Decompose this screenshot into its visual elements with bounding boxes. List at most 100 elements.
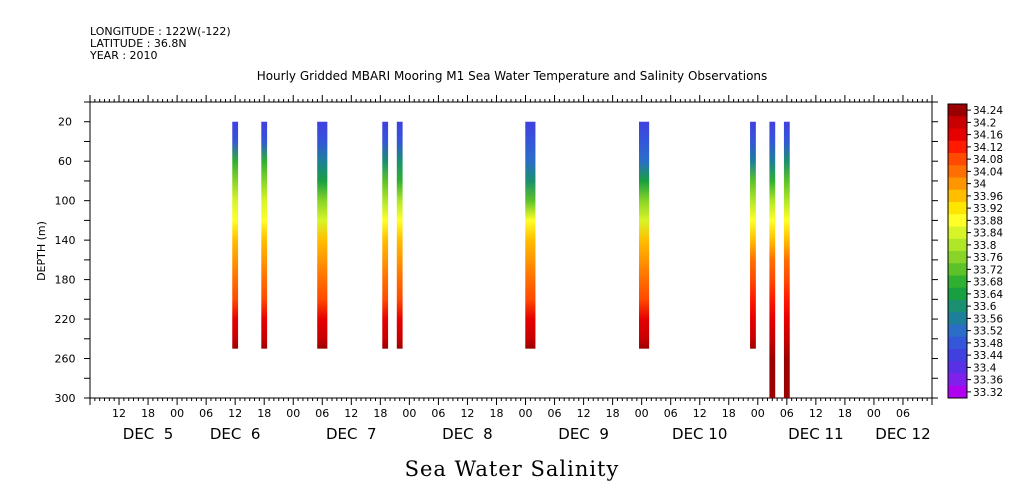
colorbar-label: 33.64: [973, 289, 1003, 301]
salinity-profile-bar: [783, 121, 790, 398]
y-tick-label: 60: [58, 155, 72, 168]
year-label: YEAR : 2010: [89, 49, 158, 62]
x-tick-label: 12: [228, 407, 242, 420]
salinity-profile-bar: [317, 121, 328, 349]
colorbar-label: 33.92: [973, 203, 1003, 215]
colorbar-swatch: [948, 349, 967, 362]
y-tick-label: 220: [55, 313, 76, 326]
y-tick-label: 140: [55, 234, 76, 247]
salinity-profile-bar: [396, 121, 403, 349]
colorbar-swatch: [948, 104, 967, 117]
colorbar-label: 34.08: [973, 154, 1003, 166]
chart-title: Hourly Gridded MBARI Mooring M1 Sea Wate…: [257, 69, 768, 83]
x-tick-label: 06: [664, 407, 678, 420]
x-tick-label: 00: [635, 407, 649, 420]
x-tick-label: 12: [344, 407, 358, 420]
colorbar-swatch: [948, 128, 967, 142]
y-tick-label: 260: [55, 353, 76, 366]
colorbar-swatch: [948, 373, 967, 387]
y-tick-label: 20: [58, 116, 72, 129]
x-tick-label: 18: [722, 407, 736, 420]
colorbar-label: 33.32: [973, 387, 1003, 399]
colorbar-swatch: [948, 287, 967, 301]
x-tick-label: 18: [373, 407, 387, 420]
x-day-label: DEC 9: [558, 425, 609, 443]
plot-area: [89, 101, 933, 399]
colorbar-swatch: [948, 238, 967, 252]
x-day-label: DEC 5: [123, 425, 174, 443]
colorbar-label: 34.16: [973, 130, 1003, 142]
y-axis-title: DEPTH (m): [35, 221, 48, 281]
colorbar-swatch: [948, 116, 967, 129]
colorbar-label: 33.8: [973, 240, 996, 252]
salinity-profile-bar: [232, 121, 239, 349]
colorbar-label: 33.6: [973, 301, 997, 313]
colorbar-label: 33.48: [973, 338, 1003, 350]
colorbar-swatch: [948, 153, 967, 166]
colorbar-label: 33.76: [973, 252, 1003, 264]
salinity-profile-bar: [769, 121, 776, 398]
x-tick-label: 06: [548, 407, 562, 420]
colorbar-swatch: [948, 336, 967, 350]
colorbar-swatch: [948, 214, 967, 227]
colorbar-label: 34: [973, 179, 987, 191]
colorbar-swatch: [948, 263, 967, 276]
x-tick-label: 18: [606, 407, 620, 420]
colorbar-swatch: [948, 189, 967, 203]
salinity-profile-bar: [261, 121, 268, 349]
x-tick-label: 06: [896, 407, 910, 420]
colorbar-swatch: [948, 275, 967, 289]
plot-frame: [89, 101, 933, 399]
x-tick-label: 12: [460, 407, 474, 420]
salinity-profile-bar: [382, 121, 389, 349]
x-axis: 12 18 00 06 12 18 00 06 12 18 00 06 12 18 00 06 12 18 00 06…: [89, 95, 933, 443]
colorbar-label: 33.36: [973, 375, 1003, 387]
colorbar-swatch: [948, 202, 967, 215]
x-tick-label: 06: [199, 407, 213, 420]
x-tick-label: 06: [315, 407, 329, 420]
salinity-profile-bar: [525, 121, 536, 349]
x-tick-label: 18: [489, 407, 503, 420]
salinity-profile-bar: [750, 121, 756, 349]
colorbar-label: 34.12: [973, 142, 1003, 154]
x-tick-label: 00: [519, 407, 533, 420]
longitude-label: LONGITUDE : 122W(-122): [90, 25, 231, 38]
colorbar-label: 33.56: [973, 313, 1003, 325]
colorbar-label: 33.96: [973, 191, 1003, 203]
colorbar-swatch: [948, 226, 967, 240]
x-tick-label: 18: [257, 407, 271, 420]
salinity-profile-bar: [638, 121, 650, 349]
x-tick-label: 00: [286, 407, 300, 420]
x-day-label: DEC 11: [788, 425, 843, 443]
colorbar-label: 33.52: [973, 326, 1003, 338]
x-day-label: DEC 12: [875, 425, 930, 443]
colorbar-label: 33.88: [973, 215, 1003, 227]
colorbar-label: 33.68: [973, 277, 1003, 289]
x-tick-label: 06: [780, 407, 794, 420]
colorbar-swatch: [948, 251, 967, 264]
latitude-label: LATITUDE : 36.8N: [90, 37, 187, 50]
x-tick-label: 18: [838, 407, 852, 420]
x-tick-label: 18: [141, 407, 155, 420]
x-tick-label: 12: [112, 407, 126, 420]
x-day-label: DEC 10: [672, 425, 727, 443]
colorbar-swatch: [948, 312, 967, 325]
colorbar-swatch: [948, 140, 967, 154]
colorbar-swatch: [948, 324, 967, 338]
x-tick-label: 00: [402, 407, 416, 420]
colorbar-label: 34.24: [973, 105, 1003, 117]
colorbar-label: 33.84: [973, 228, 1003, 240]
colorbar-swatch: [948, 165, 967, 178]
x-day-label: DEC 8: [442, 425, 493, 443]
x-tick-label: 06: [431, 407, 445, 420]
colorbar-swatch: [948, 361, 967, 374]
colorbar-swatch: [948, 300, 967, 313]
y-axis: 20 60 100 140 180 220 260 300: [55, 101, 938, 405]
colorbar-label: 33.4: [973, 362, 997, 374]
y-tick-label: 300: [55, 392, 76, 405]
x-tick-label: 12: [809, 407, 823, 420]
y-tick-label: 180: [55, 274, 76, 287]
x-tick-label: 00: [867, 407, 881, 420]
colorbar-swatch: [948, 177, 967, 191]
x-day-label: DEC 7: [326, 425, 377, 443]
